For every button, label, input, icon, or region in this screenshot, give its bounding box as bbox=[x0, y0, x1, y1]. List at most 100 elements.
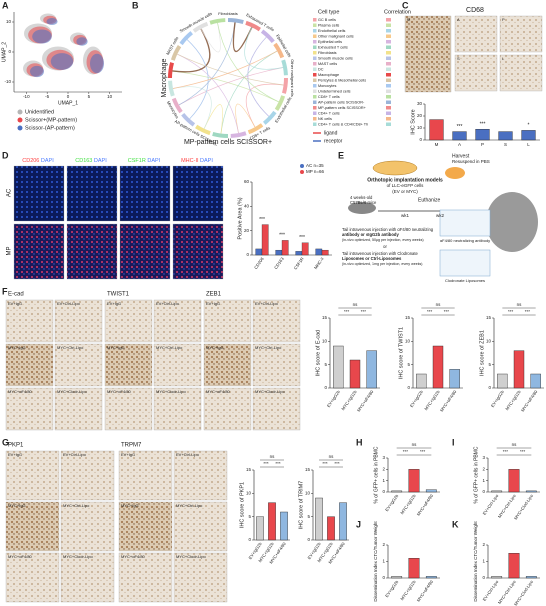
legend-dot bbox=[17, 125, 23, 131]
correlation-swatch bbox=[386, 23, 391, 27]
y-tick-label: 15 bbox=[405, 315, 411, 320]
panel-letter: D bbox=[2, 150, 9, 160]
y-tick-label: 20 bbox=[244, 228, 250, 233]
chord-link bbox=[200, 22, 221, 53]
tile-label: MYC+Ctrl-Lipo bbox=[176, 503, 203, 508]
significance: *** bbox=[480, 122, 486, 128]
y-tick-label: 10 bbox=[405, 339, 411, 344]
y-tick-label: 2 bbox=[382, 542, 385, 547]
y-axis-label: IHC score of ZEB1 bbox=[479, 330, 485, 376]
panel-letter: E bbox=[338, 150, 344, 160]
chord-sector bbox=[195, 124, 211, 136]
chord-sector bbox=[245, 20, 261, 32]
bar bbox=[432, 345, 444, 389]
y-tick-label: 1 bbox=[482, 478, 485, 483]
tile-label: MYC+IgG bbox=[107, 345, 125, 350]
legend-label: MAST cells bbox=[318, 62, 337, 66]
sector-label: MP-pattern cells SCISSOR+ bbox=[184, 139, 272, 146]
tile-label: A bbox=[457, 17, 460, 22]
tile-label: MYC+αF4/80 bbox=[206, 389, 231, 394]
legend-swatch bbox=[313, 89, 317, 93]
y-tick-label: 5 bbox=[488, 362, 491, 367]
chord-link bbox=[172, 28, 211, 73]
legend-label: Smooth muscle cells bbox=[318, 57, 353, 61]
bar bbox=[425, 489, 437, 493]
tile-label: MYC+Ctrl-Lipo bbox=[63, 503, 90, 508]
x-tick-label: -5 bbox=[45, 94, 49, 99]
tile-label: EV+IgG bbox=[8, 452, 22, 457]
legend-label: Endothelial cells bbox=[318, 29, 346, 33]
significance: * bbox=[528, 123, 530, 129]
chord-sector bbox=[171, 97, 183, 114]
bar bbox=[349, 359, 361, 389]
legend-swatch bbox=[313, 95, 317, 99]
tile-label: MYC+IgG bbox=[121, 503, 139, 508]
y-tick-label: 2 bbox=[482, 542, 485, 547]
x-tick-label: MYC+αF4/80 bbox=[356, 389, 375, 413]
legend-label: Fibroblasts bbox=[318, 51, 337, 55]
significance: ns bbox=[412, 442, 418, 447]
significance: *** bbox=[457, 124, 463, 130]
x-tick-label: EV+IgG2b bbox=[409, 389, 425, 408]
image-tile bbox=[60, 501, 115, 552]
cell-cluster bbox=[46, 18, 58, 25]
lipo-box bbox=[439, 249, 491, 277]
legend-swatch bbox=[313, 56, 317, 60]
image-tile bbox=[252, 299, 301, 343]
image-tile bbox=[203, 343, 252, 387]
panel-header: MHC-II DAPI bbox=[181, 158, 213, 164]
step-label: (EV or MYC) bbox=[392, 189, 418, 194]
image-tile bbox=[252, 343, 301, 387]
bar bbox=[530, 373, 541, 389]
image-tile bbox=[54, 343, 103, 387]
x-tick-label: MYC+αF4/80 bbox=[520, 389, 539, 413]
image-tile bbox=[454, 54, 498, 92]
chord-sector bbox=[170, 45, 182, 61]
legend-label: Other malignant cells bbox=[318, 35, 354, 39]
chord-link bbox=[217, 22, 279, 103]
step-label: (in-vivo optimized, 50μg per injection, … bbox=[342, 238, 424, 242]
y-axis-label: % of GFP+ cells in PBMC bbox=[473, 446, 479, 503]
significance: ns bbox=[329, 454, 335, 459]
step-label: of LLC-eGFP cells bbox=[387, 183, 424, 188]
legend-label: AC n=35 bbox=[306, 163, 324, 168]
x-axis-label: UMAP_1 bbox=[58, 100, 78, 106]
y-tick-label: 40 bbox=[244, 204, 250, 209]
legend-swatch bbox=[313, 34, 317, 38]
x-tick-label: EV+IgG2b bbox=[326, 389, 342, 408]
step-label: αF4/80 neutralizing antibody bbox=[440, 238, 490, 243]
legend-swatch bbox=[313, 106, 317, 110]
image-tile bbox=[173, 450, 228, 501]
cell-cluster bbox=[32, 29, 52, 44]
y-tick-label: 10 bbox=[417, 125, 423, 130]
x-tick-label: M bbox=[435, 142, 439, 147]
tile-label: MYC+αF4/80 bbox=[8, 554, 33, 559]
x-tick-label: S bbox=[504, 142, 507, 147]
bar bbox=[475, 128, 490, 141]
step-label: C57BL/6 mice bbox=[350, 200, 377, 205]
chord-sector bbox=[181, 113, 196, 127]
bar bbox=[449, 369, 460, 389]
bar bbox=[408, 469, 420, 493]
y-tick-label: 5 bbox=[248, 514, 251, 519]
marker-name: DAPI bbox=[94, 158, 107, 164]
x-tick-label: EV+Ctrl-Lipo bbox=[482, 579, 500, 602]
y-tick-label: 0 bbox=[246, 252, 249, 257]
y-axis-label: Positive Area (%) bbox=[237, 197, 243, 239]
legend-dot bbox=[300, 164, 304, 168]
tile-label: L bbox=[502, 56, 505, 61]
chord-link bbox=[186, 39, 209, 120]
y-axis-label: IHC score of PKP1 bbox=[239, 482, 245, 528]
correlation-swatch bbox=[386, 67, 391, 71]
panel-letter: J bbox=[356, 519, 361, 529]
tile-label: MYC+αF4/80 bbox=[107, 389, 132, 394]
significance: *** bbox=[427, 309, 433, 314]
chord-sector bbox=[179, 31, 193, 46]
image-tile bbox=[172, 165, 224, 222]
correlation-swatch bbox=[386, 18, 391, 22]
x-tick-label: P bbox=[481, 142, 484, 147]
panel-letter: C bbox=[402, 0, 409, 10]
y-axis-label: IHC score of E-cad bbox=[315, 330, 321, 376]
image-tile bbox=[118, 552, 173, 603]
panel-header: CD163 DAPI bbox=[75, 158, 107, 164]
